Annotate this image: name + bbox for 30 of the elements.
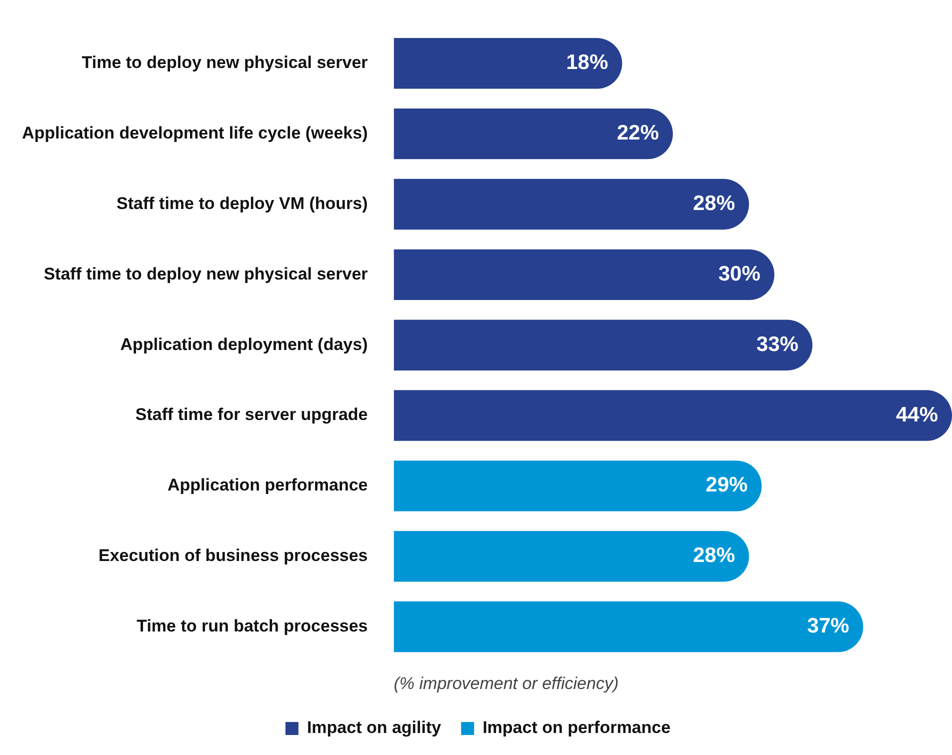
bar — [394, 38, 622, 89]
y-tick-label: Staff time to deploy new physical server — [44, 264, 368, 284]
bar — [394, 108, 673, 160]
text: (% improvement or efficiency) — [394, 674, 619, 694]
y-tick-label: Staff time to deploy VM (hours) — [116, 194, 368, 213]
legend-label: Impact on performance — [482, 718, 671, 738]
data-label: 29% — [706, 474, 748, 497]
bar — [394, 178, 750, 230]
bar — [394, 601, 864, 652]
y-tick-label: Application deployment (days) — [120, 334, 368, 354]
bar — [394, 531, 750, 582]
y-tick-label: Application development life cycle (weeks) — [22, 124, 368, 143]
bar — [394, 460, 762, 512]
bar — [394, 249, 774, 300]
data-label: 44% — [896, 403, 938, 426]
data-label: 37% — [807, 614, 850, 638]
data-label: 33% — [756, 332, 799, 356]
y-tick-label: Time to deploy new physical server — [82, 53, 368, 72]
data-label: 18% — [566, 51, 608, 74]
data-label: 28% — [692, 544, 736, 568]
y-tick-label: Time to run batch processes — [136, 616, 368, 636]
y-tick-label: Staff time for server upgrade — [135, 405, 368, 424]
data-label: 22% — [616, 122, 660, 145]
y-tick-label: Execution of business processes — [98, 546, 368, 566]
bar — [394, 390, 952, 441]
y-tick-label: Application performance — [168, 476, 368, 495]
bar — [394, 320, 812, 370]
data-label: 28% — [692, 192, 736, 216]
legend-label: Impact on agility — [306, 718, 442, 738]
data-label: 30% — [718, 262, 761, 286]
